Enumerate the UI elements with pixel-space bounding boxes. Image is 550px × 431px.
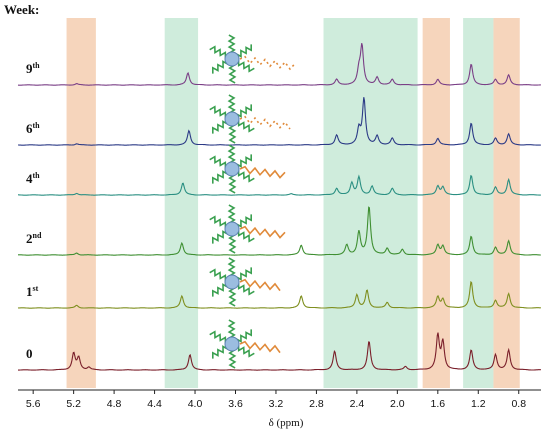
micelle-core [224, 336, 240, 352]
orange-tail [239, 340, 281, 354]
highlight-band-3 [422, 18, 450, 388]
week-label-3: 2nd [26, 231, 42, 246]
week-label-0: 9th [26, 61, 40, 76]
week-label-2: 4th [26, 171, 40, 186]
x-axis-label: δ (ppm) [269, 417, 304, 429]
micelle-icons [209, 34, 296, 369]
x-tick-label-7: 2.8 [309, 398, 324, 410]
spectrum-line-0 [17, 43, 541, 86]
micelle-icon-1 [209, 94, 291, 144]
x-tick-label-3: 4.4 [147, 398, 162, 410]
micelle-core [224, 274, 240, 290]
week-label-4: 1st [26, 284, 39, 299]
highlight-band-0 [66, 18, 96, 388]
x-tick-label-12: 0.8 [511, 398, 526, 410]
chart-title: Week: [4, 2, 39, 17]
micelle-icon-0 [209, 34, 296, 84]
micelle-icon-3 [209, 204, 286, 254]
week-labels: 9th 6th 4th 2nd 1st 0 [26, 61, 42, 361]
micelle-core [224, 51, 240, 67]
spectra-traces [17, 43, 541, 371]
orange-tail [239, 55, 296, 71]
highlight-band-4 [463, 18, 494, 388]
highlight-bands [66, 18, 520, 388]
highlight-band-5 [493, 18, 520, 388]
spectrum-line-1 [18, 97, 541, 146]
highlight-band-1 [164, 18, 199, 388]
micelle-core [224, 221, 240, 237]
week-label-5: 0 [26, 346, 33, 361]
orange-tail [239, 165, 286, 179]
x-tick-label-11: 1.2 [471, 398, 486, 410]
x-tick-label-0: 5.6 [26, 398, 41, 410]
week-label-1: 6th [26, 121, 40, 136]
orange-tail [239, 115, 291, 130]
highlight-band-2 [323, 18, 418, 388]
orange-tail [239, 278, 281, 292]
orange-tail [239, 225, 286, 239]
x-tick-label-9: 2.0 [390, 398, 405, 410]
spectrum-line-2 [18, 174, 541, 196]
spectrum-line-5 [18, 332, 541, 371]
x-axis-ticks: 5.6 5.2 4.8 4.4 4.0 3.6 3.2 2.8 2.4 2.0 1.6 1.2 0.8 [26, 390, 526, 410]
micelle-core [224, 111, 240, 127]
x-tick-label-5: 3.6 [228, 398, 243, 410]
x-tick-label-8: 2.4 [350, 398, 365, 410]
spectrum-line-4 [17, 280, 541, 309]
micelle-icon-2 [209, 144, 286, 194]
x-tick-label-6: 3.2 [269, 398, 284, 410]
micelle-icon-4 [209, 257, 281, 307]
x-tick-label-2: 4.8 [107, 398, 122, 410]
x-tick-label-10: 1.6 [431, 398, 446, 410]
micelle-icon-5 [209, 319, 281, 369]
spectrum-line-3 [18, 206, 541, 256]
micelle-core [224, 161, 240, 177]
x-tick-label-1: 5.2 [66, 398, 81, 410]
x-tick-label-4: 4.0 [188, 398, 203, 410]
